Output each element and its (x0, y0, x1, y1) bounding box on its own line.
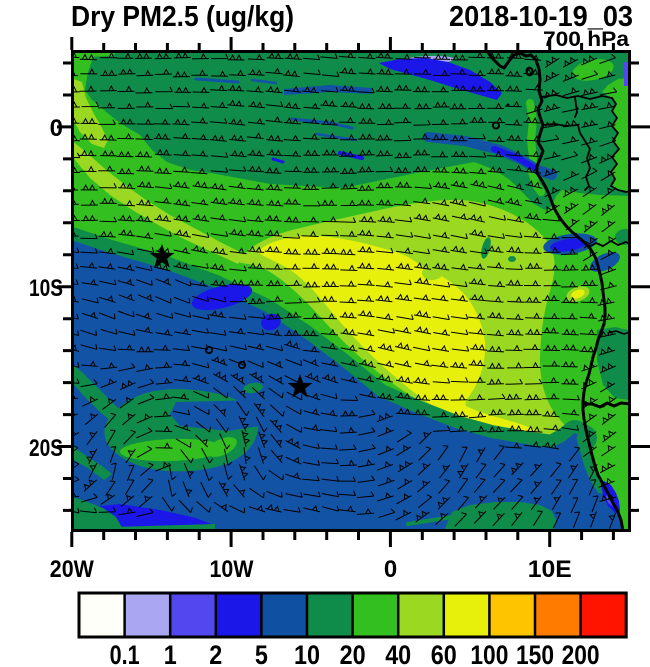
svg-text:150: 150 (516, 640, 554, 667)
svg-text:10S: 10S (29, 275, 63, 302)
svg-text:2018-10-19_03: 2018-10-19_03 (449, 1, 633, 33)
svg-text:60: 60 (431, 640, 457, 667)
svg-text:0: 0 (384, 556, 397, 583)
svg-text:1: 1 (164, 640, 177, 667)
svg-text:10W: 10W (210, 556, 254, 583)
svg-text:100: 100 (470, 640, 508, 667)
svg-text:2: 2 (209, 640, 222, 667)
svg-text:20: 20 (340, 640, 366, 667)
svg-text:40: 40 (385, 640, 411, 667)
svg-text:20W: 20W (50, 556, 94, 583)
svg-text:Dry PM2.5 (ug/kg): Dry PM2.5 (ug/kg) (71, 1, 294, 33)
svg-text:10: 10 (294, 640, 320, 667)
svg-text:700 hPa: 700 hPa (543, 28, 629, 51)
svg-text:0: 0 (50, 115, 63, 142)
svg-text:20S: 20S (29, 435, 63, 462)
svg-text:200: 200 (562, 640, 600, 667)
svg-text:10E: 10E (528, 556, 572, 583)
svg-text:5: 5 (255, 640, 268, 667)
svg-text:0.1: 0.1 (110, 640, 140, 667)
